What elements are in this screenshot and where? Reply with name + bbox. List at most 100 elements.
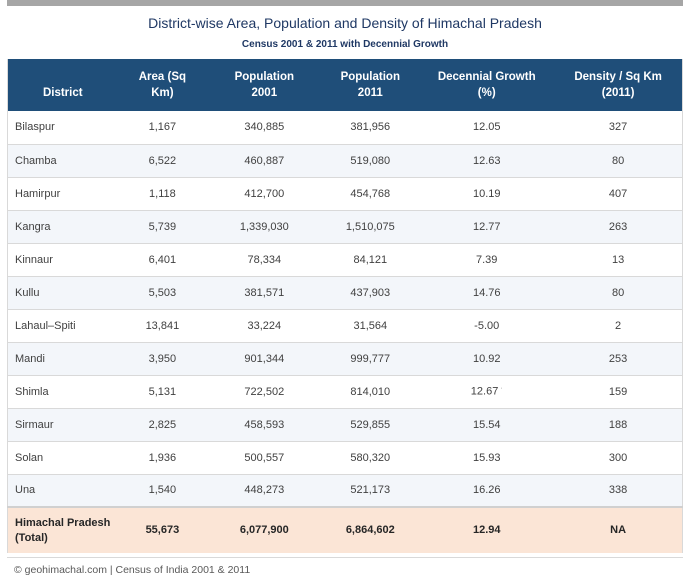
pop2011-cell: 454,768 xyxy=(321,177,420,211)
col-header-population-2011: Population 2011 xyxy=(321,59,420,112)
area-cell: 5,503 xyxy=(117,276,208,310)
pop2001-cell: 722,502 xyxy=(207,375,322,409)
district-cell: Solan xyxy=(7,441,118,475)
density-cell: 253 xyxy=(554,342,683,376)
density-cell: 300 xyxy=(554,441,683,475)
total-pop2001-cell: 6,077,900 xyxy=(207,506,322,554)
table-row: Kinnaur 6,401 78,334 84,121 7.39 13 xyxy=(7,243,683,277)
footer-credit: © geohimachal.com | Census of India 2001… xyxy=(14,564,251,577)
pop2011-cell: 84,121 xyxy=(321,243,420,277)
pop2001-cell: 33,224 xyxy=(207,309,322,343)
growth-cell: 7.39 xyxy=(419,243,555,277)
density-cell: 407 xyxy=(554,177,683,211)
col-header-area: Area (Sq Km) xyxy=(117,59,208,112)
growth-value: 12.67 xyxy=(470,385,499,398)
top-divider-bar xyxy=(7,0,683,6)
pop2011-cell: 529,855 xyxy=(321,408,420,442)
pop2011-cell: 437,903 xyxy=(321,276,420,310)
pop2001-cell: 381,571 xyxy=(207,276,322,310)
area-cell: 5,131 xyxy=(117,375,208,409)
growth-cell: 12.67 · xyxy=(419,375,555,409)
density-cell: 13 xyxy=(554,243,683,277)
growth-cell: 12.63 xyxy=(419,144,555,178)
pop2011-cell: 814,010 xyxy=(321,375,420,409)
growth-cell: 12.77 xyxy=(419,210,555,244)
pop2001-cell: 340,885 xyxy=(207,111,322,145)
pop2011-cell: 521,173 xyxy=(321,474,420,508)
growth-cell: 12.05 xyxy=(419,111,555,145)
total-growth-cell: 12.94 xyxy=(419,506,555,554)
col-header-density: Density / Sq Km (2011) xyxy=(554,59,683,112)
district-cell: Kullu xyxy=(7,276,118,310)
area-cell: 3,950 xyxy=(117,342,208,376)
pop2011-cell: 1,510,075 xyxy=(321,210,420,244)
area-cell: 13,841 xyxy=(117,309,208,343)
growth-cell: 10.92 xyxy=(419,342,555,376)
table-row: Bilaspur 1,167 340,885 381,956 12.05 327 xyxy=(7,111,683,145)
total-density-cell: NA xyxy=(554,506,683,554)
density-cell: 338 xyxy=(554,474,683,508)
district-cell: Hamirpur xyxy=(7,177,118,211)
area-cell: 2,825 xyxy=(117,408,208,442)
table-row: Lahaul–Spiti 13,841 33,224 31,564 -5.00 … xyxy=(7,309,683,343)
area-cell: 5,739 xyxy=(117,210,208,244)
growth-cell: 14.76 xyxy=(419,276,555,310)
density-cell: 188 xyxy=(554,408,683,442)
growth-cell: 16.26 xyxy=(419,474,555,508)
density-cell: 263 xyxy=(554,210,683,244)
pop2001-cell: 500,557 xyxy=(207,441,322,475)
pop2011-cell: 999,777 xyxy=(321,342,420,376)
table-row: Chamba 6,522 460,887 519,080 12.63 80 xyxy=(7,144,683,178)
pop2011-cell: 580,320 xyxy=(321,441,420,475)
pop2001-cell: 412,700 xyxy=(207,177,322,211)
district-cell: Una xyxy=(7,474,118,508)
table-row: Solan 1,936 500,557 580,320 15.93 300 xyxy=(7,441,683,475)
density-cell: 80 xyxy=(554,144,683,178)
district-cell: Kangra xyxy=(7,210,118,244)
growth-cell: 15.54 xyxy=(419,408,555,442)
area-cell: 6,522 xyxy=(117,144,208,178)
district-cell: Chamba xyxy=(7,144,118,178)
pop2001-cell: 901,344 xyxy=(207,342,322,376)
districts-table: District Area (Sq Km) Population 2001 Po… xyxy=(7,59,683,554)
pop2001-cell: 78,334 xyxy=(207,243,322,277)
pop2011-cell: 31,564 xyxy=(321,309,420,343)
pop2011-cell: 381,956 xyxy=(321,111,420,145)
district-cell: Bilaspur xyxy=(7,111,118,145)
total-area-cell: 55,673 xyxy=(117,506,208,554)
pop2011-cell: 519,080 xyxy=(321,144,420,178)
pop2001-cell: 460,887 xyxy=(207,144,322,178)
page-title: District-wise Area, Population and Densi… xyxy=(148,15,542,31)
footnote-mark: · xyxy=(500,385,503,393)
table-row: Kullu 5,503 381,571 437,903 14.76 80 xyxy=(7,276,683,310)
table-row: Mandi 3,950 901,344 999,777 10.92 253 xyxy=(7,342,683,376)
table-row: Kangra 5,739 1,339,030 1,510,075 12.77 2… xyxy=(7,210,683,244)
pop2001-cell: 448,273 xyxy=(207,474,322,508)
district-cell: Kinnaur xyxy=(7,243,118,277)
col-header-district: District xyxy=(7,59,118,112)
density-cell: 159 xyxy=(554,375,683,409)
pop2001-cell: 458,593 xyxy=(207,408,322,442)
district-cell: Mandi xyxy=(7,342,118,376)
total-pop2011-cell: 6,864,602 xyxy=(321,506,420,554)
growth-cell: 10.19 xyxy=(419,177,555,211)
growth-cell: -5.00 xyxy=(419,309,555,343)
area-cell: 1,167 xyxy=(117,111,208,145)
header-row: District Area (Sq Km) Population 2001 Po… xyxy=(7,59,683,112)
table-row: Una 1,540 448,273 521,173 16.26 338 xyxy=(7,474,683,508)
district-cell: Shimla xyxy=(7,375,118,409)
table-row: Hamirpur 1,118 412,700 454,768 10.19 407 xyxy=(7,177,683,211)
density-cell: 327 xyxy=(554,111,683,145)
area-cell: 1,118 xyxy=(117,177,208,211)
table-row: Shimla 5,131 722,502 814,010 12.67 · 159 xyxy=(7,375,683,409)
density-cell: 2 xyxy=(554,309,683,343)
district-cell: Sirmaur xyxy=(7,408,118,442)
total-district-cell: Himachal Pradesh (Total) xyxy=(7,506,118,554)
district-cell: Lahaul–Spiti xyxy=(7,309,118,343)
footer: © geohimachal.com | Census of India 2001… xyxy=(7,557,683,579)
page-subtitle: Census 2001 & 2011 with Decennial Growth xyxy=(241,39,449,51)
col-header-decennial-growth: Decennial Growth (%) xyxy=(419,59,555,112)
table-row: Sirmaur 2,825 458,593 529,855 15.54 188 xyxy=(7,408,683,442)
growth-cell: 15.93 xyxy=(419,441,555,475)
